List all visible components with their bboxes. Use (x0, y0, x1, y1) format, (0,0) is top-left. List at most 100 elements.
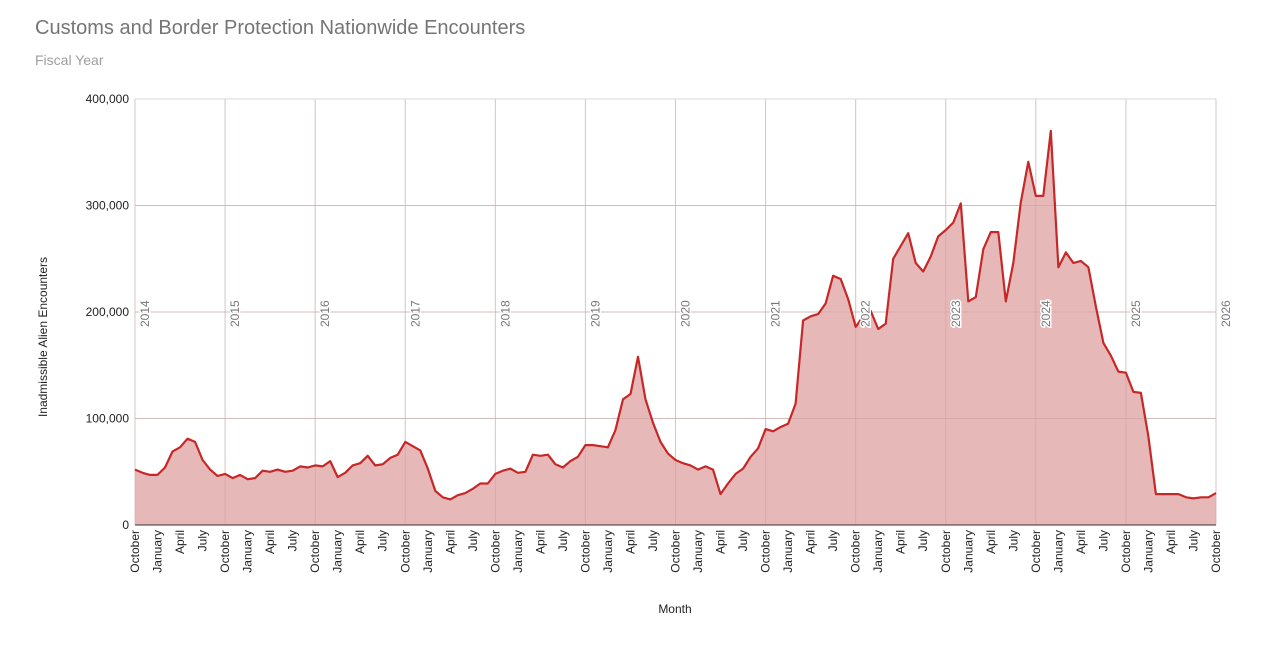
data-point (209, 469, 211, 471)
data-point (960, 202, 962, 204)
data-point (532, 454, 534, 456)
x-tick-label: October (398, 530, 412, 573)
data-point (787, 423, 789, 425)
year-label: 2016 (318, 300, 332, 327)
data-point (825, 302, 827, 304)
data-point (1057, 266, 1059, 268)
data-point (172, 451, 174, 453)
data-point (217, 475, 219, 477)
data-point (149, 474, 151, 476)
data-point (1027, 161, 1029, 163)
x-tick-label: October (939, 530, 953, 573)
data-point (179, 446, 181, 448)
data-point (577, 456, 579, 458)
x-tick-label: July (1186, 530, 1200, 551)
data-point (622, 398, 624, 400)
data-point (389, 457, 391, 459)
x-tick-label: October (1119, 530, 1133, 573)
chart-title: Customs and Border Protection Nationwide… (35, 17, 526, 39)
data-point (1035, 195, 1037, 197)
data-point (314, 464, 316, 466)
x-tick-label: April (894, 530, 908, 554)
data-point (382, 463, 384, 465)
data-point (614, 429, 616, 431)
data-point (952, 222, 954, 224)
year-label: 2026 (1219, 300, 1233, 327)
data-point (599, 445, 601, 447)
x-tick-label: January (961, 530, 975, 573)
data-point (1065, 251, 1067, 253)
data-point (697, 469, 699, 471)
x-tick-label: July (1096, 530, 1110, 551)
y-tick-label: 200,000 (86, 305, 130, 319)
data-point (1215, 492, 1217, 494)
data-point (397, 454, 399, 456)
x-tick-label: October (1029, 530, 1043, 573)
x-tick-label: October (128, 530, 142, 573)
data-point (967, 300, 969, 302)
data-point (539, 455, 541, 457)
data-point (1095, 306, 1097, 308)
data-point (1177, 493, 1179, 495)
year-label: 2017 (408, 300, 422, 327)
data-point (885, 323, 887, 325)
x-tick-label: April (1074, 530, 1088, 554)
x-tick-label: January (601, 530, 615, 573)
data-point (322, 465, 324, 467)
data-point (810, 315, 812, 317)
data-point (712, 469, 714, 471)
data-point (134, 469, 136, 471)
x-tick-label: January (1051, 530, 1065, 573)
data-point (1192, 497, 1194, 499)
data-point (449, 498, 451, 500)
x-tick-label: October (578, 530, 592, 573)
y-tick-label: 0 (122, 518, 129, 532)
data-point (1170, 493, 1172, 495)
data-point (1050, 130, 1052, 132)
data-point (337, 476, 339, 478)
x-tick-label: January (241, 530, 255, 573)
x-tick-label: July (916, 530, 930, 551)
data-point (434, 490, 436, 492)
y-tick-label: 400,000 (86, 92, 130, 106)
x-tick-label: October (849, 530, 863, 573)
data-point (262, 470, 264, 472)
x-tick-label: October (1209, 530, 1223, 573)
x-tick-label: July (826, 530, 840, 551)
data-point (247, 478, 249, 480)
year-label: 2021 (769, 300, 783, 327)
x-tick-label: April (353, 530, 367, 554)
data-point (682, 462, 684, 464)
data-point (637, 356, 639, 358)
data-point (494, 473, 496, 475)
x-tick-label: January (871, 530, 885, 573)
data-point (292, 470, 294, 472)
data-point (157, 474, 159, 476)
data-point (1102, 342, 1104, 344)
data-point (344, 472, 346, 474)
data-point (607, 446, 609, 448)
data-point (187, 438, 189, 440)
data-point (307, 466, 309, 468)
data-point (1072, 262, 1074, 264)
data-point (427, 468, 429, 470)
data-point (142, 472, 144, 474)
data-point (990, 231, 992, 233)
data-point (232, 477, 234, 479)
data-point (855, 326, 857, 328)
data-point (569, 460, 571, 462)
data-point (277, 469, 279, 471)
x-tick-label: October (218, 530, 232, 573)
data-point (254, 477, 256, 479)
data-point (1132, 391, 1134, 393)
data-point (584, 444, 586, 446)
data-point (269, 471, 271, 473)
x-tick-label: October (759, 530, 773, 573)
data-point (982, 248, 984, 250)
data-point (457, 494, 459, 496)
series-line (134, 129, 1217, 501)
x-tick-label: January (421, 530, 435, 573)
data-point (239, 474, 241, 476)
year-label: 2025 (1129, 300, 1143, 327)
